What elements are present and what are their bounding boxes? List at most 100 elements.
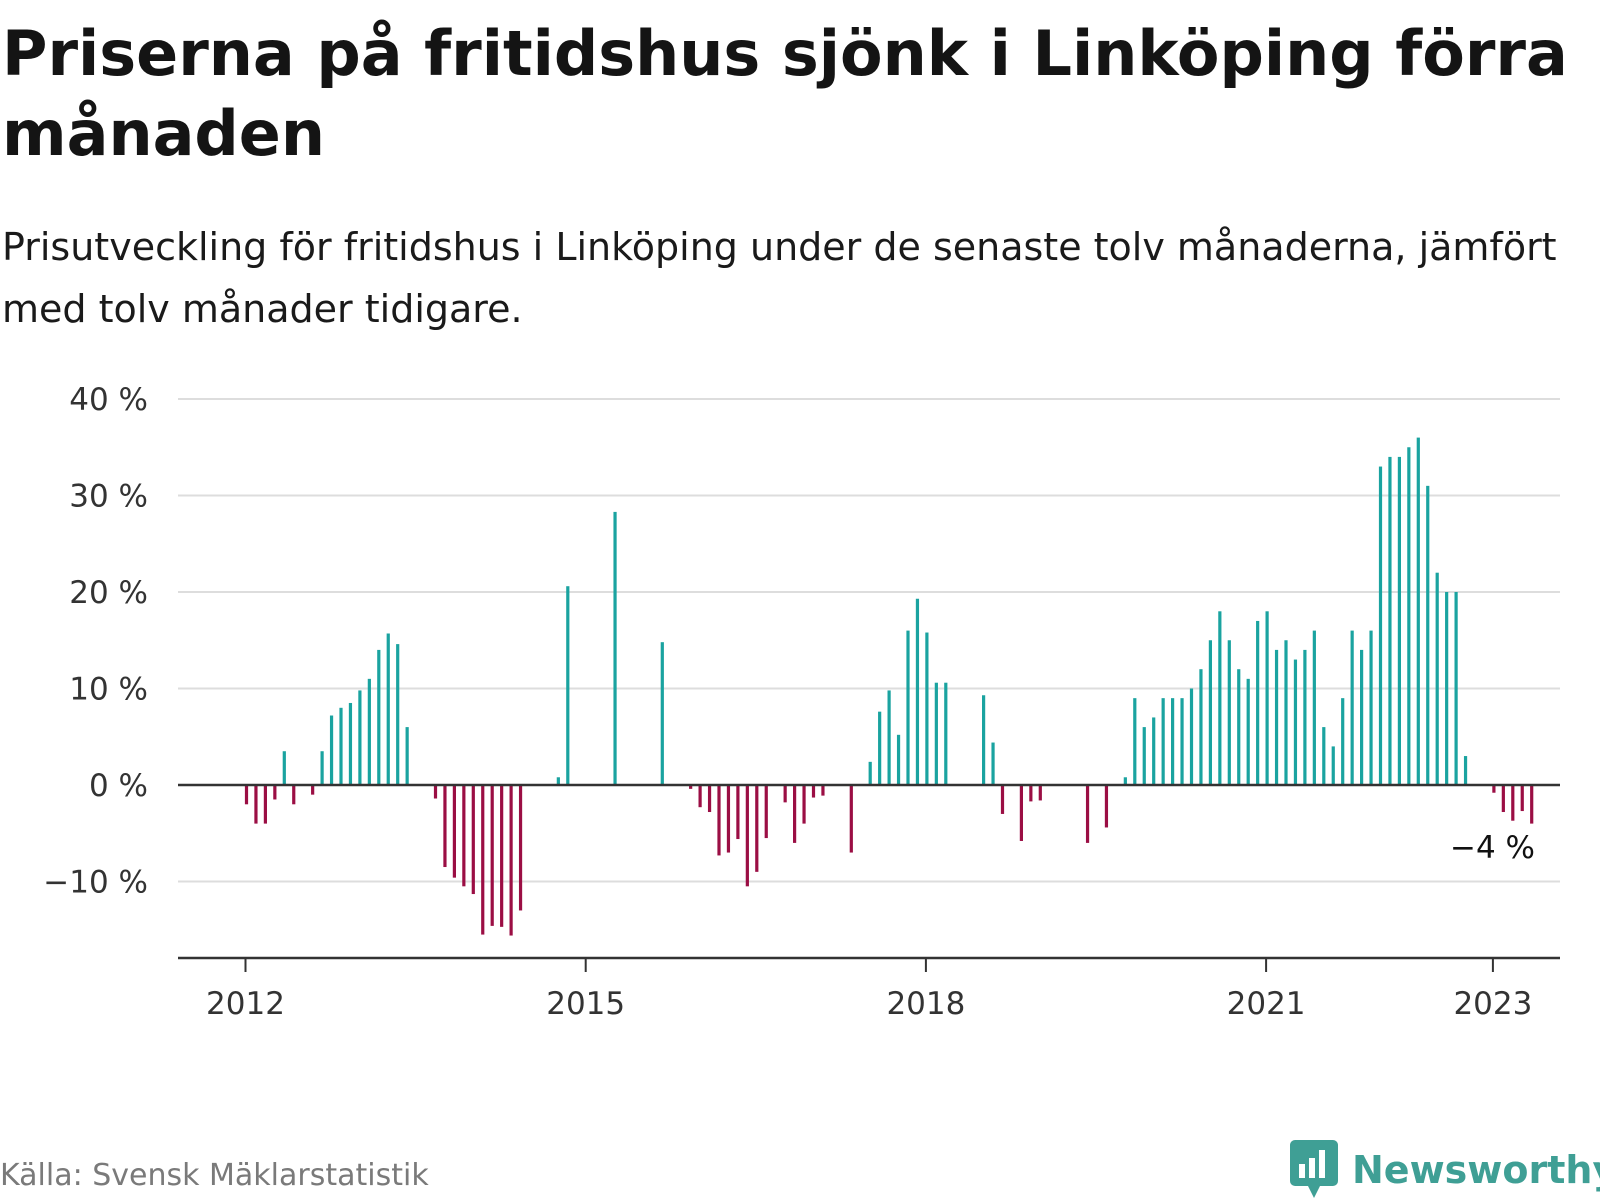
bar-chart: 40 % 30 % 20 % 10 % 0 % −10 % 2012 2015 2018 2021… — [43, 382, 1560, 1020]
bar — [1445, 592, 1449, 785]
bar — [896, 734, 901, 785]
bar — [878, 711, 882, 785]
bar — [1274, 649, 1279, 785]
bar — [906, 630, 910, 785]
y-tick-label: 20 % — [69, 575, 148, 611]
bar — [1019, 785, 1023, 841]
bar — [462, 785, 466, 887]
bar — [1303, 649, 1307, 785]
bar — [793, 785, 797, 843]
bar — [1416, 437, 1420, 785]
bar — [566, 586, 570, 785]
bar — [689, 785, 693, 789]
bar — [1520, 785, 1524, 812]
bar — [1284, 640, 1288, 785]
bar — [1350, 630, 1354, 785]
bar — [707, 785, 712, 813]
bar — [500, 785, 504, 927]
bar — [1171, 698, 1175, 785]
bar — [1199, 669, 1203, 785]
bar — [273, 785, 277, 800]
bar — [1501, 785, 1505, 813]
bar — [358, 690, 362, 785]
bar — [698, 785, 702, 808]
bar — [1161, 698, 1165, 785]
bar — [433, 785, 438, 799]
brand-logo: Newsworthy — [1290, 1140, 1600, 1200]
bar — [1237, 669, 1241, 785]
source-note: Källa: Svensk Mäklarstatistik — [0, 1158, 429, 1193]
bar — [982, 695, 986, 785]
bar — [1388, 456, 1392, 785]
chart-title: Priserna på fritidshus sjönk i Linköping… — [2, 17, 1568, 170]
bar — [244, 785, 249, 805]
bar — [1435, 572, 1439, 785]
bar — [925, 632, 929, 785]
bar — [1029, 785, 1033, 802]
brand-name: Newsworthy — [1352, 1148, 1600, 1192]
bar — [509, 785, 513, 936]
y-tick-label: −10 % — [43, 865, 148, 901]
bar — [339, 707, 343, 785]
gridlines — [178, 398, 1560, 883]
bar — [386, 633, 390, 785]
bar — [1293, 659, 1298, 785]
x-tick-label: 2021 — [1227, 986, 1306, 1020]
bar — [1530, 785, 1534, 824]
x-tick-label: 2012 — [206, 986, 285, 1020]
bar — [1426, 485, 1430, 785]
bar — [1256, 620, 1260, 785]
bar — [915, 598, 920, 785]
axes: 40 % 30 % 20 % 10 % 0 % −10 % 2012 2015 2018 2021… — [43, 382, 1560, 1020]
bar — [292, 785, 296, 805]
bar — [745, 785, 749, 887]
bar — [443, 785, 447, 868]
bar — [1463, 756, 1468, 785]
bar — [1104, 785, 1109, 828]
bar — [887, 690, 891, 785]
bar — [481, 785, 485, 935]
bar — [736, 785, 740, 840]
bar — [1218, 611, 1222, 785]
bar — [1378, 466, 1383, 785]
bar — [944, 682, 948, 785]
newsworthy-logo-icon — [1290, 1140, 1338, 1198]
bar — [849, 785, 853, 853]
y-tick-label: 40 % — [69, 382, 148, 418]
bar — [1511, 785, 1515, 821]
bar — [1000, 785, 1005, 814]
bar — [452, 785, 456, 878]
bar — [811, 785, 816, 798]
bar — [1454, 592, 1458, 785]
bar — [556, 777, 560, 785]
y-tick-label: 30 % — [69, 479, 148, 515]
bar — [783, 785, 787, 803]
bar — [367, 678, 371, 785]
bar — [660, 642, 664, 785]
bar — [1246, 678, 1250, 785]
x-tick-label: 2018 — [886, 986, 965, 1020]
bar — [396, 644, 400, 785]
y-tick-label: 10 % — [69, 672, 148, 708]
bar — [490, 785, 494, 926]
bar — [1331, 746, 1335, 785]
bar — [1312, 630, 1316, 785]
bar — [282, 751, 286, 785]
bar — [377, 649, 381, 785]
bar — [1123, 777, 1127, 785]
bar — [1407, 447, 1411, 785]
bar — [518, 785, 523, 911]
bar — [405, 727, 409, 785]
bar — [802, 785, 806, 824]
bar — [254, 785, 258, 824]
bar — [1038, 785, 1042, 801]
bar — [1142, 727, 1146, 785]
bar — [471, 785, 475, 895]
bar — [1152, 717, 1156, 785]
bar — [1492, 785, 1496, 793]
bar — [934, 682, 938, 785]
bar — [613, 511, 617, 785]
bar — [1397, 456, 1401, 785]
bar — [1322, 727, 1326, 785]
bar — [348, 702, 353, 785]
